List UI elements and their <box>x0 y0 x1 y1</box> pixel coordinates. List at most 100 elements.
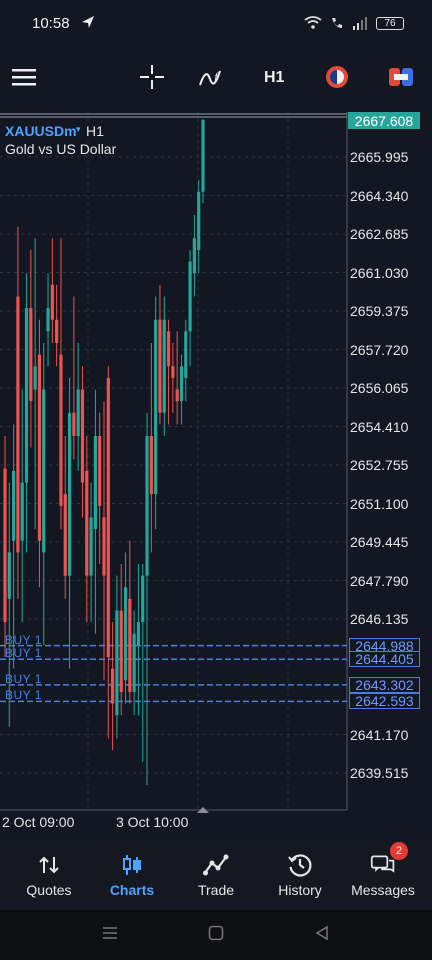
candle <box>171 366 175 378</box>
new-order-icon[interactable] <box>386 62 416 92</box>
current-price-label: 2667.608 <box>348 112 420 129</box>
nav-messages[interactable]: 2 Messages <box>346 842 420 910</box>
candle <box>201 119 205 192</box>
nav-label: Quotes <box>26 882 72 898</box>
candle <box>98 436 102 506</box>
candle <box>42 389 46 553</box>
candle <box>76 389 80 437</box>
quotes-arrows-icon <box>36 852 62 878</box>
candle <box>72 412 76 437</box>
symbol-description: Gold vs US Dollar <box>5 141 117 157</box>
recent-apps-icon[interactable] <box>102 925 118 941</box>
candle <box>3 468 7 623</box>
candle <box>20 482 24 541</box>
price-axis-label: 2657.720 <box>350 341 409 358</box>
candle <box>89 517 93 576</box>
location-arrow-icon <box>82 16 94 28</box>
candle <box>166 331 171 367</box>
candle <box>115 610 119 716</box>
order-price-label[interactable]: 2643.302 <box>349 676 420 693</box>
status-time: 10:58 <box>32 15 70 32</box>
trade-line-icon <box>203 852 229 878</box>
crosshair-icon[interactable] <box>137 62 167 92</box>
order-buy-label[interactable]: BUY 1 <box>5 671 42 686</box>
candle <box>12 470 16 541</box>
candle <box>136 622 141 646</box>
candle <box>128 598 132 692</box>
menu-icon[interactable] <box>9 62 39 92</box>
price-axis-label: 2664.340 <box>350 187 409 204</box>
order-price-label[interactable]: 2642.593 <box>349 693 420 710</box>
nav-label: Charts <box>109 882 155 898</box>
messages-chat-icon <box>370 852 396 878</box>
candle <box>162 319 166 413</box>
price-axis-label: 2646.135 <box>350 611 409 627</box>
candle <box>59 354 63 506</box>
candle <box>106 377 110 658</box>
nav-label: Messages <box>351 882 415 898</box>
nav-trade[interactable]: Trade <box>190 842 242 910</box>
messages-badge: 2 <box>390 842 408 860</box>
candle <box>50 284 54 320</box>
history-clock-icon <box>287 852 313 878</box>
nav-label: History <box>278 882 322 898</box>
price-chart[interactable] <box>0 112 432 840</box>
price-axis-label: 2656.065 <box>350 380 409 396</box>
svg-text:f: f <box>213 71 220 84</box>
battery-icon: 76 <box>376 16 404 30</box>
candle <box>119 610 123 692</box>
chart-toolbar: f H1 <box>0 52 432 104</box>
nav-quotes[interactable]: Quotes <box>18 842 80 910</box>
indicators-icon[interactable]: f <box>197 62 227 92</box>
timeframe-button[interactable]: H1 <box>264 69 285 86</box>
candle <box>192 238 196 274</box>
candle <box>37 354 42 541</box>
scroll-marker-icon <box>197 807 209 813</box>
candle <box>145 436 149 576</box>
order-buy-label[interactable]: BUY 1 <box>5 688 42 703</box>
candle <box>24 308 29 483</box>
system-navigation-bar <box>0 910 432 960</box>
order-price-label[interactable]: 2644.988 <box>349 637 420 654</box>
price-axis-label: 2651.100 <box>350 495 409 512</box>
wifi-icon <box>304 16 322 29</box>
order-buy-label[interactable]: BUY 1 <box>5 632 42 647</box>
objects-icon[interactable] <box>322 62 352 92</box>
candle <box>141 575 145 623</box>
candle <box>175 389 179 402</box>
nav-charts[interactable]: Charts <box>104 842 160 910</box>
symbol-timeframe: H1 <box>86 123 104 139</box>
time-label: 2 Oct 09:00 <box>2 814 75 830</box>
candle <box>80 389 85 483</box>
price-axis-label: 2652.755 <box>350 457 409 473</box>
candle <box>123 587 128 681</box>
price-axis-label: 2649.445 <box>350 534 409 550</box>
price-axis-label: 2661.030 <box>350 264 409 281</box>
candle <box>149 436 153 495</box>
price-axis-label: 2665.995 <box>350 149 409 165</box>
candle <box>132 633 136 692</box>
order-buy-label[interactable]: BUY 1 <box>5 646 42 661</box>
chart-svg[interactable] <box>0 112 432 840</box>
status-bar: 10:58 76 <box>0 0 432 48</box>
call-icon <box>332 18 342 28</box>
candle <box>7 552 11 599</box>
candle <box>16 296 20 553</box>
home-icon[interactable] <box>208 925 224 941</box>
candle <box>102 517 106 576</box>
price-axis-label: 2641.170 <box>350 726 409 743</box>
back-icon[interactable] <box>314 925 330 941</box>
symbol-title[interactable]: XAUUSDm <box>5 123 77 139</box>
candle <box>111 668 115 704</box>
candle <box>67 412 72 576</box>
nav-history[interactable]: History <box>270 842 330 910</box>
price-axis-label: 2654.410 <box>350 418 409 435</box>
order-price-label[interactable]: 2644.405 <box>349 651 420 668</box>
nav-label: Trade <box>197 882 235 898</box>
candle <box>188 261 192 332</box>
symbol-dropdown-icon[interactable]: ▾ <box>76 124 81 134</box>
candle <box>85 470 89 576</box>
price-axis-label: 2647.790 <box>350 572 409 589</box>
candle <box>55 319 59 343</box>
candle <box>158 319 162 413</box>
